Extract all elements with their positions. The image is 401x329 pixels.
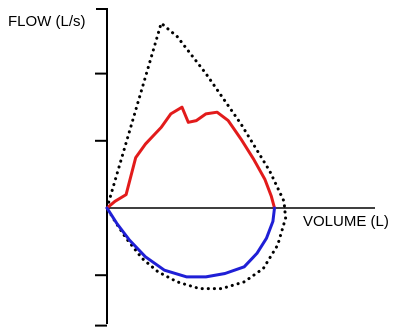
series-line-1	[105, 105, 276, 210]
x-axis-label: VOLUME (L)	[303, 213, 389, 230]
y-axis-label: FLOW (L/s)	[8, 13, 86, 30]
series-line-2	[105, 206, 276, 279]
series-line-0	[105, 21, 288, 291]
axes	[95, 8, 375, 327]
series-layer	[105, 21, 288, 291]
